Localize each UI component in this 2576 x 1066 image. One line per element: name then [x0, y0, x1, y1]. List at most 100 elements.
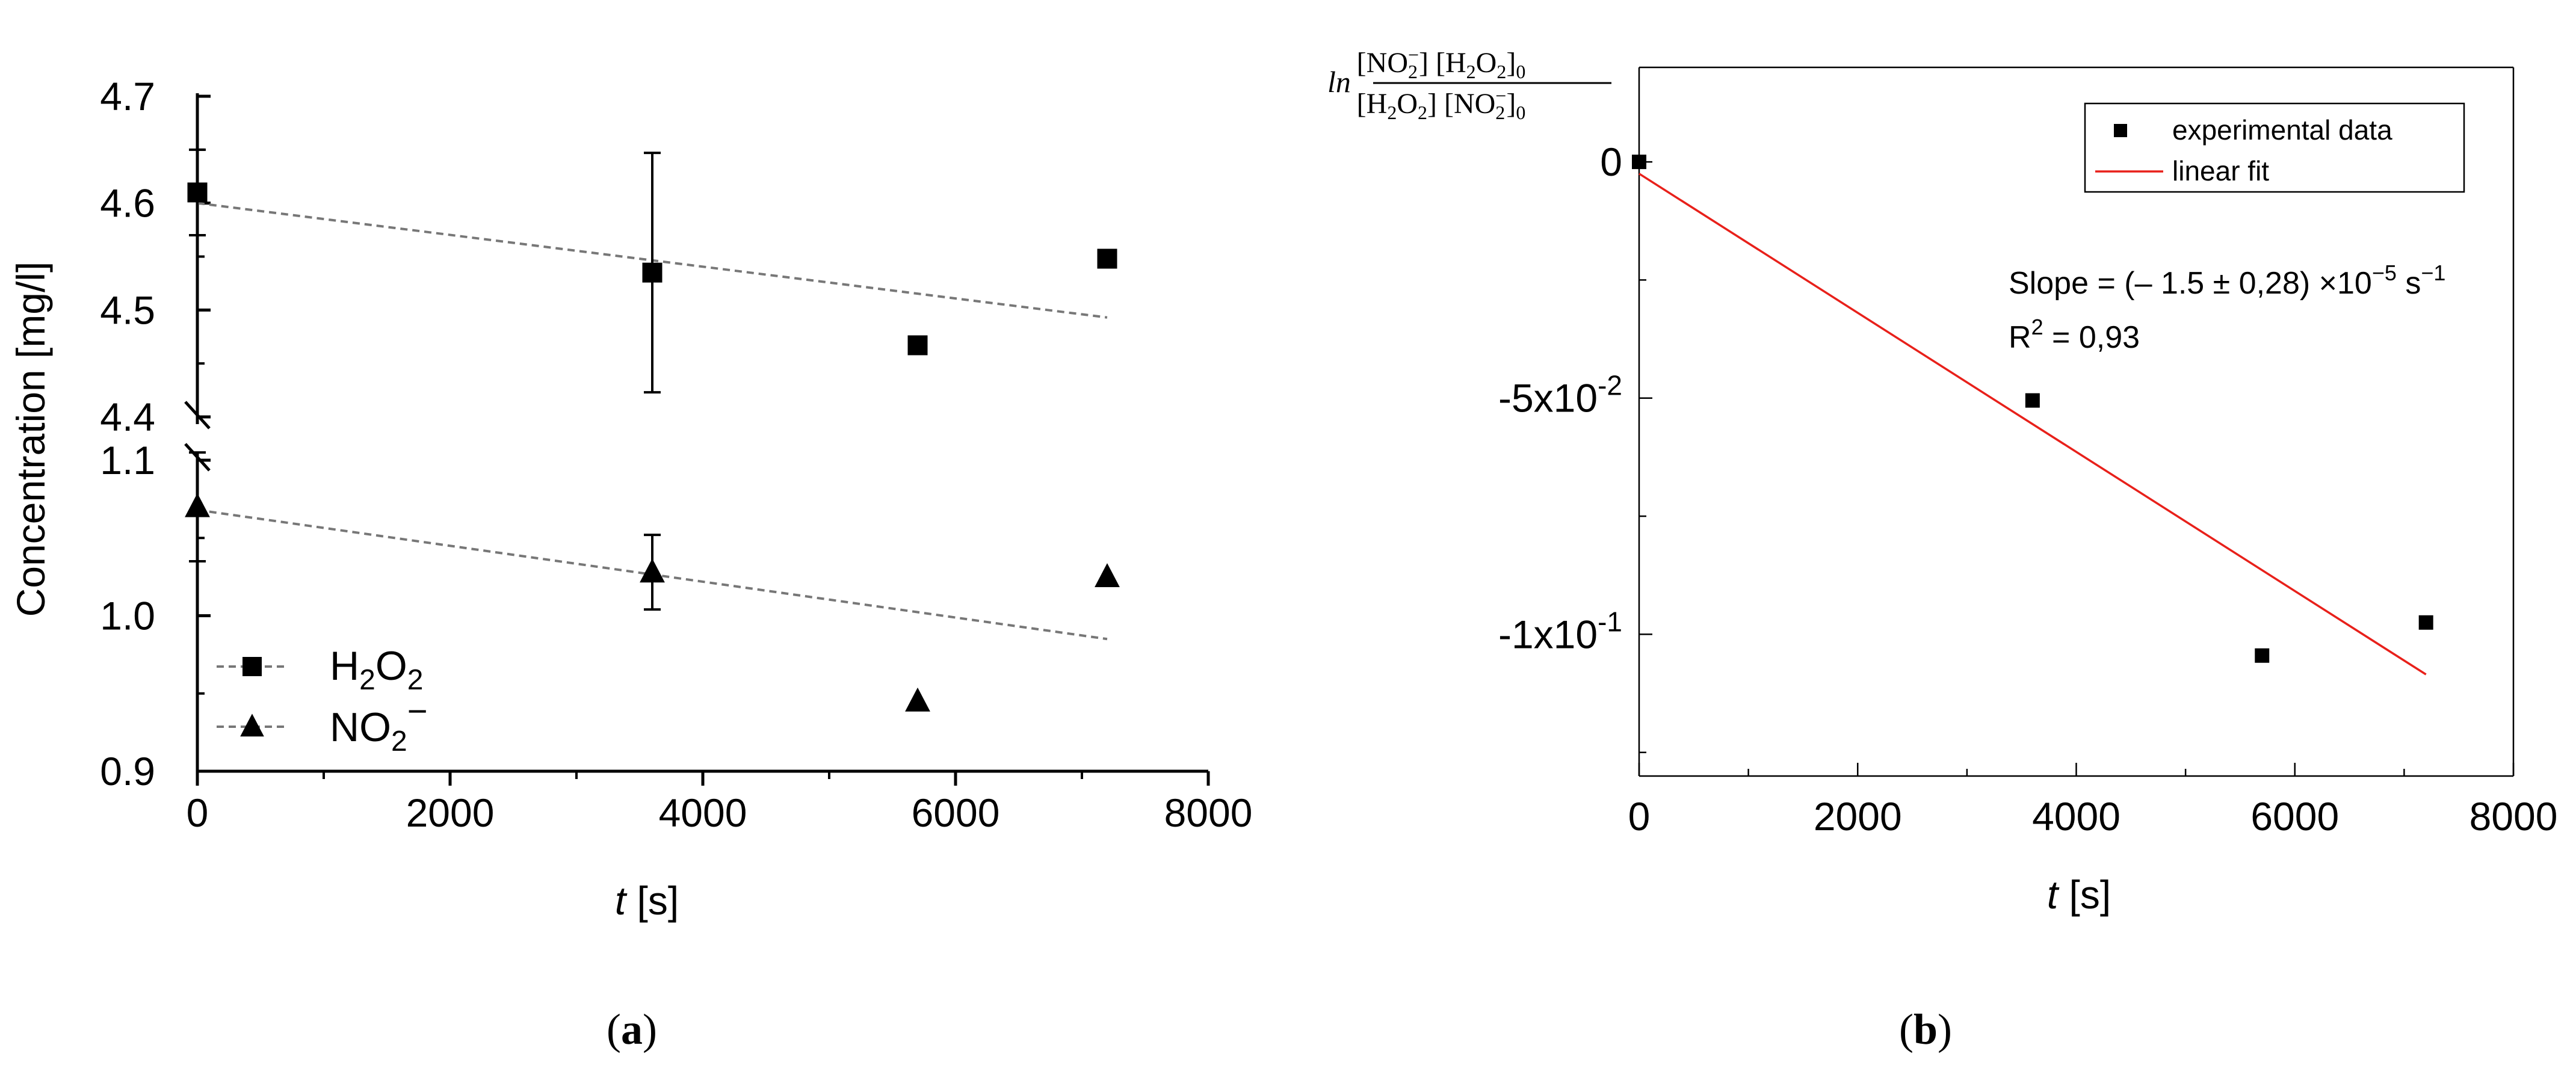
- x-tick-label: 0: [1628, 794, 1651, 839]
- legend-label-sup: −: [407, 692, 428, 731]
- experimental-data-point: [2418, 615, 2433, 630]
- panel-b: 0 2000 4000 6000 8000 0 -5x10-2 -1x10-1 ln [NO2−]…: [1288, 0, 2576, 1066]
- y-tick-label: 0.9: [100, 749, 155, 793]
- slope-exp: −5: [2372, 260, 2397, 285]
- y-tick-label: -5x10-2: [1498, 370, 1622, 421]
- panel-label-letter: b: [1913, 1005, 1938, 1053]
- legend-marker-no2: [240, 713, 264, 737]
- y-tick-label: 1.1: [100, 438, 155, 482]
- legend-label-fit: linear fit: [2172, 155, 2269, 186]
- x-axis-label-unit: [s]: [2058, 872, 2111, 917]
- frac-part: ]: [1506, 88, 1516, 120]
- frac-sup: −: [1495, 85, 1506, 106]
- x-axis-label: t [s]: [615, 878, 679, 923]
- y-label-denominator: [H2O2] [NO2−]0: [1357, 85, 1526, 123]
- y-tick-label: 4.5: [100, 288, 155, 332]
- y-tick-label-exp: -1: [1598, 606, 1622, 637]
- x-axis-label-var: t: [615, 878, 628, 923]
- legend-label-h2o2: H2O2: [330, 643, 423, 696]
- data-point-h2o2: [907, 335, 928, 356]
- legend-label-part: H: [330, 643, 359, 689]
- x-axis-label-var: t: [2047, 872, 2060, 917]
- panel-label-a: (a): [607, 1005, 657, 1053]
- panel-a: 0 2000 4000 6000 8000 4.4 4.5 4.6 4.7 0.9 1.0 1.1 Co…: [8, 74, 1253, 1053]
- axis-break-mark: [184, 401, 211, 430]
- panel-label-paren: ): [643, 1005, 657, 1053]
- legend-label-no2: NO2−: [330, 692, 428, 757]
- r2-exp: 2: [2031, 315, 2043, 339]
- frac-sub: 2: [1496, 61, 1506, 82]
- frac-part: ] [NO: [1427, 88, 1495, 120]
- y-tick-label-base: -5x10: [1498, 376, 1598, 421]
- data-point-no2: [185, 493, 210, 517]
- experimental-data-point: [1632, 155, 1646, 170]
- y-axis-label: Concentration [mg/l]: [8, 262, 53, 617]
- data-point-no2: [905, 687, 930, 712]
- data-point-no2: [1095, 563, 1120, 587]
- x-tick-label: 8000: [1164, 790, 1253, 835]
- frac-sub: 2: [1408, 61, 1418, 82]
- panel-label-b: (b): [1899, 1005, 1952, 1053]
- frac-sup: −: [1408, 44, 1419, 66]
- x-axis-label: t [s]: [2047, 872, 2111, 917]
- frac-sub: 2: [1418, 102, 1427, 123]
- slope-text: Slope = (– 1.5 ± 0,28) ×10: [2009, 266, 2372, 301]
- x-tick-label: 8000: [2469, 794, 2558, 839]
- experimental-data-point: [2025, 393, 2040, 408]
- legend-marker-h2o2: [242, 657, 262, 676]
- legend-label-part: O: [375, 643, 407, 689]
- frac-part: ] [H: [1419, 47, 1466, 79]
- data-point-no2: [640, 558, 665, 583]
- frac-sub: 2: [1466, 61, 1476, 82]
- panel-label-paren: (: [1899, 1005, 1913, 1053]
- y-tick-label: 4.7: [100, 74, 155, 119]
- y-label-numerator: [NO2−] [H2O2]0: [1357, 44, 1526, 82]
- y-tick-label-base: 0: [1600, 140, 1622, 184]
- legend-marker-experimental: [2114, 124, 2127, 137]
- data-point-h2o2: [642, 262, 663, 283]
- x-tick-label: 6000: [2250, 794, 2339, 839]
- frac-sub: 2: [1387, 102, 1397, 123]
- y-tick-label-base: -1x10: [1498, 612, 1598, 656]
- r2-value: = 0,93: [2043, 320, 2140, 355]
- r2-annotation: R2 = 0,93: [2009, 315, 2140, 355]
- x-tick-label: 4000: [2032, 794, 2120, 839]
- panel-label-paren: ): [1938, 1005, 1952, 1053]
- frac-sub: 0: [1516, 102, 1525, 123]
- slope-unit: s: [2397, 266, 2421, 301]
- y-tick-label: -1x10-1: [1498, 606, 1622, 656]
- x-tick-label: 0: [187, 790, 209, 835]
- y-tick-label-exp: -2: [1598, 370, 1622, 401]
- r2-label: R: [2009, 320, 2031, 355]
- x-tick-label: 6000: [912, 790, 1000, 835]
- x-axis-label-unit: [s]: [626, 878, 679, 923]
- frac-part: [H: [1357, 88, 1388, 120]
- frac-sub: 2: [1495, 102, 1505, 123]
- y-tick-label: 4.4: [100, 395, 155, 439]
- chart-a: 0 2000 4000 6000 8000 4.4 4.5 4.6 4.7 0.9 1.0 1.1 Co…: [8, 74, 1253, 1053]
- data-point-h2o2: [1097, 248, 1117, 269]
- legend: experimental data linear fit: [2084, 102, 2465, 193]
- slope-annotation: Slope = (– 1.5 ± 0,28) ×10−5 s−1: [2009, 260, 2445, 301]
- frac-part: ]: [1506, 47, 1516, 79]
- frac-part: O: [1397, 88, 1418, 120]
- slope-unit-exp: −1: [2421, 260, 2445, 285]
- data-point-h2o2: [187, 182, 208, 203]
- frac-sub: 0: [1516, 61, 1525, 82]
- legend-label-part: NO: [330, 704, 391, 750]
- experimental-data-point: [2255, 648, 2270, 663]
- x-tick-label: 2000: [1814, 794, 1902, 839]
- panel-label-letter: a: [621, 1005, 643, 1053]
- panel-label-paren: (: [607, 1005, 621, 1053]
- chart-b: 0 2000 4000 6000 80000-5x10-2-1x10-1ln[NO2−]…: [1327, 44, 2558, 1053]
- y-tick-label: 0: [1600, 140, 1622, 184]
- linear-fit-line: [1639, 173, 2427, 676]
- y-tick-label: 4.6: [100, 181, 155, 226]
- frac-part: [NO: [1357, 47, 1408, 79]
- legend-label-experimental: experimental data: [2172, 114, 2392, 146]
- legend-box: [2084, 102, 2465, 193]
- x-tick-label: 2000: [406, 790, 495, 835]
- legend-label-sub: 2: [407, 664, 424, 696]
- legend-label-sub: 2: [391, 726, 407, 757]
